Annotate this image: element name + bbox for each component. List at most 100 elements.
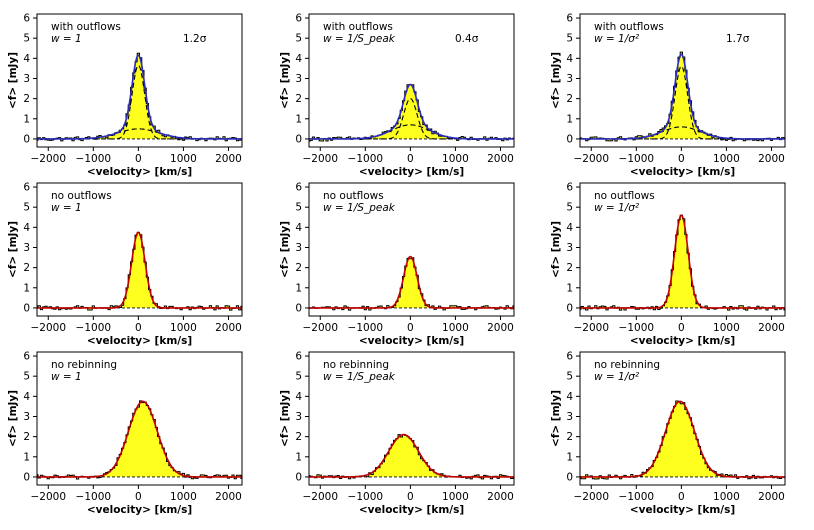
annotation-condition: no rebinning bbox=[51, 359, 117, 371]
x-tick-label: −1000 bbox=[76, 491, 112, 503]
annotation-significance: 1.2σ bbox=[183, 33, 207, 45]
y-tick-label: 1 bbox=[295, 282, 302, 294]
y-tick-label: 1 bbox=[566, 282, 573, 294]
annotation-weight: w = 1/σ² bbox=[594, 202, 640, 214]
y-tick-label: 4 bbox=[23, 391, 30, 403]
y-tick-label: 0 bbox=[23, 133, 30, 145]
y-tick-label: 6 bbox=[566, 13, 573, 25]
y-tick-label: 1 bbox=[23, 451, 30, 463]
x-tick-label: 1000 bbox=[442, 491, 469, 503]
x-tick-label: −1000 bbox=[619, 491, 655, 503]
y-tick-label: 1 bbox=[23, 282, 30, 294]
y-tick-label: 3 bbox=[566, 411, 573, 423]
plot-area bbox=[309, 83, 514, 142]
x-tick-label: −2000 bbox=[573, 491, 609, 503]
y-axis-label: <f> [mJy] bbox=[7, 390, 19, 447]
y-tick-label: 4 bbox=[23, 222, 30, 234]
y-tick-label: 0 bbox=[23, 302, 30, 314]
x-axis-label: <velocity> [km/s] bbox=[87, 166, 192, 178]
x-tick-label: 0 bbox=[135, 322, 142, 334]
y-tick-label: 0 bbox=[295, 471, 302, 483]
spectrum-fill bbox=[580, 401, 785, 479]
y-tick-label: 6 bbox=[295, 13, 302, 25]
x-tick-label: −1000 bbox=[619, 322, 655, 334]
y-tick-label: 4 bbox=[566, 222, 573, 234]
y-tick-label: 5 bbox=[23, 371, 30, 383]
x-tick-label: −2000 bbox=[302, 491, 338, 503]
plot-area bbox=[37, 52, 242, 142]
x-axis-label: <velocity> [km/s] bbox=[87, 504, 192, 516]
y-tick-label: 3 bbox=[295, 411, 302, 423]
x-tick-label: 1000 bbox=[170, 491, 197, 503]
axes-frame bbox=[308, 351, 515, 486]
y-tick-label: 0 bbox=[566, 471, 573, 483]
x-tick-label: 1000 bbox=[713, 322, 740, 334]
y-tick-label: 0 bbox=[295, 302, 302, 314]
spectrum-fill bbox=[309, 84, 514, 142]
x-tick-label: 0 bbox=[135, 153, 142, 165]
x-tick-label: 2000 bbox=[758, 322, 785, 334]
x-tick-label: 1000 bbox=[170, 153, 197, 165]
y-tick-label: 5 bbox=[295, 202, 302, 214]
x-axis-label: <velocity> [km/s] bbox=[359, 504, 464, 516]
panel-r2c1: 0 1 2 3 4 5 6 −2000 −1000 0 1000 2000 <velocity> [km… bbox=[279, 351, 515, 516]
plot-area bbox=[309, 255, 514, 311]
panel-r0c1: 0 1 2 3 4 5 6 −2000 −1000 0 1000 2000 <velocity> [km… bbox=[279, 13, 515, 178]
y-tick-label: 6 bbox=[295, 182, 302, 194]
annotation-weight: w = 1 bbox=[51, 202, 82, 214]
total-fit-line bbox=[580, 400, 785, 478]
x-tick-label: −2000 bbox=[573, 322, 609, 334]
x-tick-label: 2000 bbox=[215, 153, 242, 165]
total-fit-line bbox=[37, 400, 242, 478]
panel-r0c2: 0 1 2 3 4 5 6 −2000 −1000 0 1000 2000 <velocity> [km… bbox=[550, 13, 786, 178]
y-tick-label: 2 bbox=[566, 262, 573, 274]
annotation-condition: no outflows bbox=[594, 190, 655, 202]
y-tick-label: 3 bbox=[295, 73, 302, 85]
annotation-weight: w = 1/σ² bbox=[594, 371, 640, 383]
annotation-condition: no outflows bbox=[51, 190, 112, 202]
x-tick-label: 0 bbox=[678, 491, 685, 503]
annotation-weight: w = 1 bbox=[51, 33, 82, 45]
y-tick-label: 3 bbox=[23, 73, 30, 85]
x-tick-label: 2000 bbox=[215, 322, 242, 334]
y-axis-label: <f> [mJy] bbox=[7, 52, 19, 109]
y-tick-label: 5 bbox=[295, 371, 302, 383]
x-axis-label: <velocity> [km/s] bbox=[87, 335, 192, 347]
y-tick-label: 4 bbox=[295, 53, 302, 65]
plot-area bbox=[309, 433, 514, 480]
plot-area bbox=[37, 400, 242, 480]
panel-r1c2: 0 1 2 3 4 5 6 −2000 −1000 0 1000 2000 <velocity> [km… bbox=[550, 182, 786, 347]
total-fit-line bbox=[580, 53, 785, 140]
y-tick-label: 2 bbox=[295, 431, 302, 443]
panel-r1c0: 0 1 2 3 4 5 6 −2000 −1000 0 1000 2000 <velocity> [km… bbox=[7, 182, 243, 347]
spectrum-fill bbox=[309, 434, 514, 479]
y-tick-label: 5 bbox=[23, 202, 30, 214]
y-tick-label: 0 bbox=[566, 133, 573, 145]
x-tick-label: 0 bbox=[678, 322, 685, 334]
y-tick-label: 0 bbox=[566, 302, 573, 314]
y-tick-label: 1 bbox=[295, 113, 302, 125]
panel-r2c2: 0 1 2 3 4 5 6 −2000 −1000 0 1000 2000 <velocity> [km… bbox=[550, 351, 786, 516]
y-tick-label: 5 bbox=[566, 202, 573, 214]
y-tick-label: 6 bbox=[23, 351, 30, 363]
y-tick-label: 5 bbox=[566, 33, 573, 45]
x-tick-label: −2000 bbox=[573, 153, 609, 165]
x-axis-label: <velocity> [km/s] bbox=[630, 166, 735, 178]
y-tick-label: 6 bbox=[23, 13, 30, 25]
y-tick-label: 2 bbox=[23, 431, 30, 443]
total-fit-line bbox=[37, 231, 242, 309]
x-axis-label: <velocity> [km/s] bbox=[359, 166, 464, 178]
spectrum-fill bbox=[37, 232, 242, 311]
spectrum-fill bbox=[580, 52, 785, 141]
y-axis-label: <f> [mJy] bbox=[550, 390, 562, 447]
x-tick-label: −2000 bbox=[30, 322, 66, 334]
y-axis-label: <f> [mJy] bbox=[7, 221, 19, 278]
annotation-weight: w = 1/S_peak bbox=[323, 371, 396, 383]
y-tick-label: 3 bbox=[566, 242, 573, 254]
y-tick-label: 5 bbox=[566, 371, 573, 383]
axes-frame bbox=[36, 182, 243, 317]
x-axis-label: <velocity> [km/s] bbox=[630, 504, 735, 516]
x-tick-label: −2000 bbox=[30, 491, 66, 503]
total-fit-line bbox=[309, 433, 514, 478]
